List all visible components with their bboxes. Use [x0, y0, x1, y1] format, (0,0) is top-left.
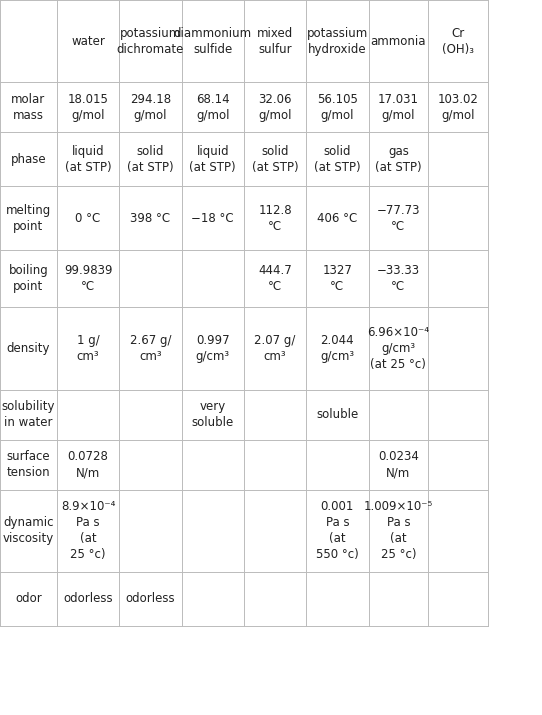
Text: 444.7
°C: 444.7 °C [258, 265, 292, 293]
Text: solubility
in water: solubility in water [2, 400, 55, 429]
Text: gas
(at STP): gas (at STP) [375, 144, 422, 174]
Text: 2.07 g/
cm³: 2.07 g/ cm³ [254, 334, 296, 363]
Text: water: water [71, 34, 105, 48]
Text: diammonium
sulfide: diammonium sulfide [173, 26, 252, 56]
Text: 0.997
g/cm³: 0.997 g/cm³ [196, 334, 230, 363]
Text: 103.02
g/mol: 103.02 g/mol [437, 93, 479, 122]
Text: −18 °C: −18 °C [191, 212, 234, 225]
Text: 18.015
g/mol: 18.015 g/mol [68, 93, 108, 122]
Text: boiling
point: boiling point [9, 265, 48, 293]
Text: −77.73
°C: −77.73 °C [377, 204, 420, 232]
Text: 17.031
g/mol: 17.031 g/mol [378, 93, 419, 122]
Text: potassium
dichromate: potassium dichromate [117, 26, 184, 56]
Text: 112.8
°C: 112.8 °C [258, 204, 292, 232]
Text: very
soluble: very soluble [192, 400, 234, 429]
Text: liquid
(at STP): liquid (at STP) [189, 144, 236, 174]
Text: 99.9839
°C: 99.9839 °C [64, 265, 112, 293]
Text: 0 °C: 0 °C [75, 212, 101, 225]
Text: density: density [7, 342, 50, 355]
Text: 1.009×10⁻⁵
Pa s
(at
25 °c): 1.009×10⁻⁵ Pa s (at 25 °c) [364, 500, 433, 561]
Text: ammonia: ammonia [371, 34, 426, 48]
Text: surface
tension: surface tension [7, 450, 50, 479]
Text: Cr
(OH)₃: Cr (OH)₃ [442, 26, 474, 56]
Text: 0.0234
N/m: 0.0234 N/m [378, 450, 419, 479]
Text: phase: phase [11, 152, 46, 166]
Text: molar
mass: molar mass [11, 93, 46, 122]
Text: soluble: soluble [317, 408, 358, 421]
Text: 32.06
g/mol: 32.06 g/mol [259, 93, 292, 122]
Text: solid
(at STP): solid (at STP) [127, 144, 174, 174]
Text: solid
(at STP): solid (at STP) [314, 144, 361, 174]
Text: odorless: odorless [63, 592, 113, 606]
Text: 2.67 g/
cm³: 2.67 g/ cm³ [130, 334, 171, 363]
Text: solid
(at STP): solid (at STP) [251, 144, 299, 174]
Text: 294.18
g/mol: 294.18 g/mol [130, 93, 171, 122]
Text: 1327
°C: 1327 °C [322, 265, 352, 293]
Text: −33.33
°C: −33.33 °C [377, 265, 420, 293]
Text: 0.0728
N/m: 0.0728 N/m [68, 450, 108, 479]
Text: 406 °C: 406 °C [317, 212, 358, 225]
Text: dynamic
viscosity: dynamic viscosity [3, 516, 54, 546]
Text: odorless: odorless [126, 592, 175, 606]
Text: 8.9×10⁻⁴
Pa s
(at
25 °c): 8.9×10⁻⁴ Pa s (at 25 °c) [61, 500, 115, 561]
Text: melting
point: melting point [6, 204, 51, 232]
Text: potassium
hydroxide: potassium hydroxide [307, 26, 368, 56]
Text: mixed
sulfur: mixed sulfur [257, 26, 293, 56]
Text: 6.96×10⁻⁴
g/cm³
(at 25 °c): 6.96×10⁻⁴ g/cm³ (at 25 °c) [367, 326, 429, 371]
Text: 68.14
g/mol: 68.14 g/mol [196, 93, 230, 122]
Text: odor: odor [15, 592, 42, 606]
Text: 0.001
Pa s
(at
550 °c): 0.001 Pa s (at 550 °c) [316, 500, 359, 561]
Text: liquid
(at STP): liquid (at STP) [64, 144, 112, 174]
Text: 2.044
g/cm³: 2.044 g/cm³ [320, 334, 354, 363]
Text: 398 °C: 398 °C [130, 212, 171, 225]
Text: 1 g/
cm³: 1 g/ cm³ [77, 334, 99, 363]
Text: 56.105
g/mol: 56.105 g/mol [317, 93, 358, 122]
